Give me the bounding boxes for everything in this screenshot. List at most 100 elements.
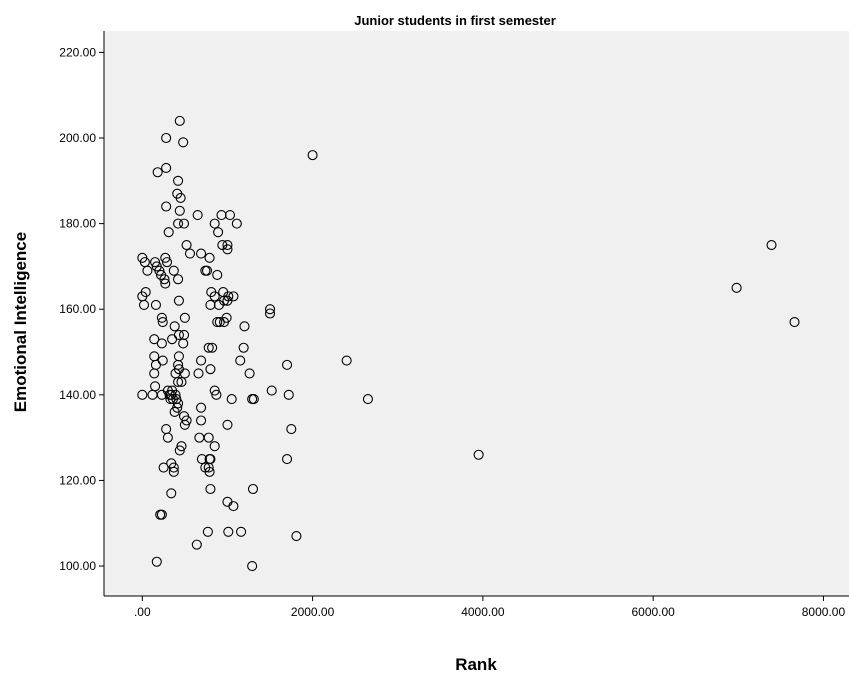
data-point <box>157 317 168 328</box>
data-point <box>211 389 222 400</box>
data-point <box>181 415 192 426</box>
data-point <box>149 368 160 379</box>
data-point <box>151 556 162 567</box>
data-point <box>209 385 220 396</box>
y-tick-label: 180.00 <box>59 217 96 231</box>
data-point <box>226 394 237 405</box>
data-point <box>192 210 203 221</box>
data-point <box>196 248 207 259</box>
data-point <box>174 445 185 456</box>
data-point <box>165 394 176 405</box>
data-point <box>204 252 215 263</box>
data-point <box>209 218 220 229</box>
data-point <box>212 317 223 328</box>
data-point <box>154 265 165 276</box>
data-point <box>244 368 255 379</box>
y-tick-label: 100.00 <box>59 559 96 573</box>
data-point <box>179 368 190 379</box>
data-point <box>178 218 190 229</box>
data-point <box>247 560 258 572</box>
data-point <box>168 466 179 477</box>
chart-title: Junior students in first semester <box>354 13 556 28</box>
data-point <box>222 239 233 251</box>
data-point <box>174 205 185 216</box>
data-point <box>196 355 207 366</box>
data-point <box>222 244 233 255</box>
data-point <box>162 432 173 443</box>
data-point <box>173 295 184 306</box>
data-point <box>168 462 179 473</box>
data-point <box>167 334 178 345</box>
data-point <box>179 312 190 323</box>
data-point <box>203 342 214 353</box>
data-point <box>181 239 192 251</box>
data-point <box>149 334 160 345</box>
y-tick-label: 200.00 <box>59 131 96 145</box>
y-tick-label: 120.00 <box>59 473 96 487</box>
data-point <box>209 291 220 302</box>
data-point <box>214 317 225 328</box>
y-axis-title: Emotional Intelligence <box>11 232 30 412</box>
data-point <box>169 321 180 332</box>
data-point <box>161 162 172 174</box>
data-point <box>247 483 259 495</box>
data-point <box>176 441 187 452</box>
data-point <box>286 424 297 435</box>
data-point <box>731 282 742 293</box>
data-point <box>264 308 276 319</box>
data-point <box>473 449 484 460</box>
data-point <box>159 274 170 285</box>
data-point <box>161 132 172 144</box>
data-point <box>212 269 223 281</box>
data-point <box>248 394 259 405</box>
data-point <box>209 441 220 452</box>
data-point <box>362 394 373 405</box>
data-point <box>173 376 184 388</box>
data-point <box>238 342 249 353</box>
data-point <box>150 257 161 268</box>
data-point <box>213 227 224 238</box>
x-tick-label: 8000.00 <box>802 605 846 619</box>
data-point <box>203 432 214 443</box>
data-point <box>138 299 150 310</box>
data-point <box>282 359 293 370</box>
data-point <box>161 201 172 212</box>
data-point <box>201 265 213 276</box>
data-point <box>213 299 224 310</box>
data-point <box>142 265 153 276</box>
data-point <box>207 342 218 353</box>
data-point <box>196 415 207 426</box>
data-point <box>175 192 186 203</box>
data-point <box>231 218 242 229</box>
data-point <box>179 419 190 430</box>
data-point <box>193 368 204 379</box>
data-point <box>223 526 234 537</box>
data-point <box>283 389 294 400</box>
data-point <box>222 419 233 430</box>
x-tick-label: 2000.00 <box>291 605 335 619</box>
data-point <box>235 355 246 366</box>
data-point <box>150 299 161 310</box>
data-point <box>166 488 177 499</box>
x-tick-label: 6000.00 <box>631 605 675 619</box>
data-point <box>291 531 302 542</box>
data-point <box>169 406 180 417</box>
data-point <box>222 295 233 306</box>
data-point <box>163 227 174 238</box>
data-point <box>173 274 184 285</box>
x-tick-label: 4000.00 <box>461 605 505 619</box>
data-point <box>173 218 184 229</box>
data-point <box>264 304 276 315</box>
data-point <box>158 462 169 473</box>
data-point <box>184 248 196 259</box>
data-point <box>789 317 800 328</box>
data-point <box>173 175 184 186</box>
data-point <box>173 398 184 409</box>
data-point <box>239 321 250 332</box>
data-point <box>161 257 173 268</box>
y-tick-label: 220.00 <box>59 45 96 59</box>
data-point <box>228 501 239 512</box>
data-point <box>176 376 187 388</box>
data-point <box>202 526 213 537</box>
